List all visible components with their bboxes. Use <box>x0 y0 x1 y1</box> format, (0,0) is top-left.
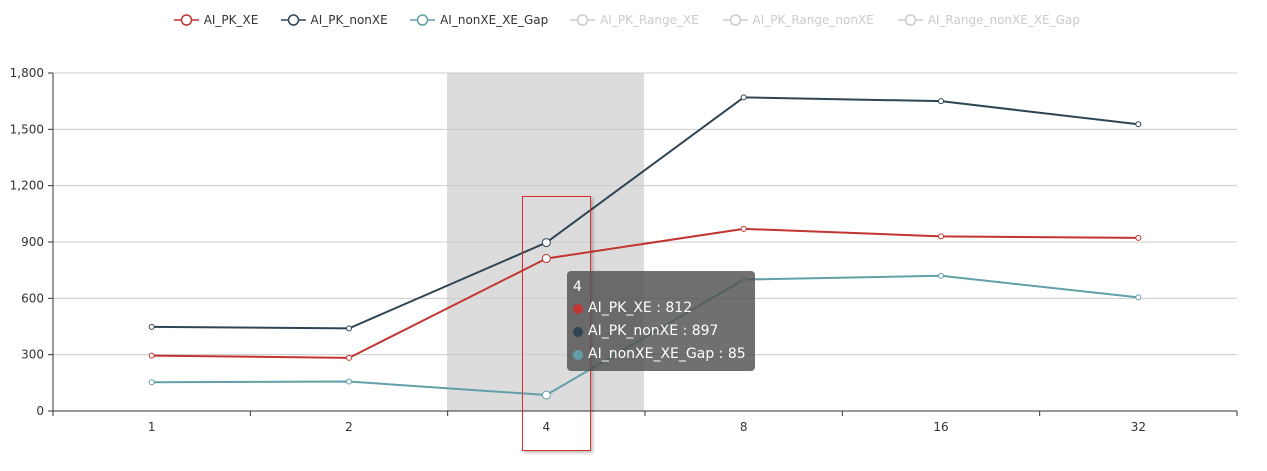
data-point <box>541 390 551 400</box>
series-line-AI_PK_XE <box>151 227 1139 359</box>
x-tick-label: 32 <box>1131 420 1146 434</box>
data-point <box>938 98 944 105</box>
legend: AI_PK_XE AI_PK_nonXE AI_nonXE_XE_Gap AI_PK_… <box>0 9 1267 31</box>
legend-line-circle-icon <box>570 14 596 26</box>
legend-item-label: AI_PK_nonXE <box>310 13 388 27</box>
legend-item[interactable]: AI_PK_nonXE <box>280 9 388 31</box>
tooltip-row: AI_PK_XE : 812 <box>573 297 749 320</box>
legend-line-circle-icon <box>722 14 748 26</box>
legend-item-label: AI_nonXE_XE_Gap <box>440 13 549 27</box>
legend-item-label: AI_Range_nonXE_XE_Gap <box>927 13 1080 27</box>
tooltip-row-label: AI_PK_nonXE : 897 <box>588 323 719 339</box>
data-point <box>740 225 747 232</box>
tooltip-row: AI_nonXE_XE_Gap : 85 <box>573 343 749 366</box>
legend-item-label: AI_PK_Range_nonXE <box>752 13 874 27</box>
x-axis: 1 2 4 8 16 32 <box>52 410 1238 434</box>
data-point <box>148 379 155 386</box>
x-tick-label: 8 <box>740 420 748 434</box>
legend-item-label: AI_PK_Range_XE <box>600 13 699 27</box>
legend-item[interactable]: AI_PK_Range_nonXE <box>722 9 874 31</box>
data-point <box>1135 121 1142 128</box>
legend-line-circle-icon <box>280 14 306 26</box>
y-tick-label: 900 <box>21 235 44 249</box>
tooltip-row-label: AI_PK_XE : 812 <box>588 300 693 316</box>
data-point <box>346 325 352 332</box>
y-tick-label: 1,800 <box>10 66 44 80</box>
data-point <box>541 238 551 248</box>
y-tick-label: 1,500 <box>10 122 44 136</box>
y-tick-label: 600 <box>21 291 44 305</box>
data-point <box>938 233 944 240</box>
y-tick-label: 300 <box>21 348 44 362</box>
x-tick-label: 4 <box>543 420 551 434</box>
legend-item[interactable]: AI_PK_XE <box>173 9 259 31</box>
data-point <box>1135 234 1142 241</box>
x-tick-label: 2 <box>345 420 353 434</box>
tooltip-title: 4 <box>573 279 582 295</box>
data-point <box>1135 294 1142 301</box>
data-point <box>346 378 352 385</box>
legend-item[interactable]: AI_Range_nonXE_XE_Gap <box>897 9 1080 31</box>
legend-item-label: AI_PK_XE <box>203 13 259 27</box>
y-tick-label: 1,200 <box>10 179 44 193</box>
legend-line-circle-icon <box>897 14 923 26</box>
data-point <box>346 354 352 361</box>
data-point <box>938 272 944 279</box>
series-color-dot <box>573 303 583 314</box>
x-tick-label: 16 <box>933 420 948 434</box>
legend-line-circle-icon <box>173 14 199 26</box>
tooltip-row-label: AI_nonXE_XE_Gap : 85 <box>588 346 746 362</box>
tooltip-row: AI_PK_nonXE : 897 <box>573 320 749 343</box>
y-axis: 0 300 600 900 1,200 1,500 1,800 <box>10 66 54 418</box>
data-point <box>541 254 551 264</box>
series-line-AI_PK_nonXE <box>151 96 1139 330</box>
series-color-dot <box>573 349 583 360</box>
data-point <box>148 323 155 330</box>
series-color-dot <box>573 326 583 337</box>
tooltip: 4 AI_PK_XE : 812 AI_PK_nonXE : 897 AI_no… <box>567 271 755 371</box>
data-point <box>740 94 747 101</box>
x-tick-label: 1 <box>148 420 156 434</box>
legend-line-circle-icon <box>410 14 436 26</box>
data-point <box>148 352 155 359</box>
legend-item[interactable]: AI_PK_Range_XE <box>570 9 699 31</box>
y-tick-label: 0 <box>36 404 44 418</box>
legend-item[interactable]: AI_nonXE_XE_Gap <box>410 9 548 31</box>
